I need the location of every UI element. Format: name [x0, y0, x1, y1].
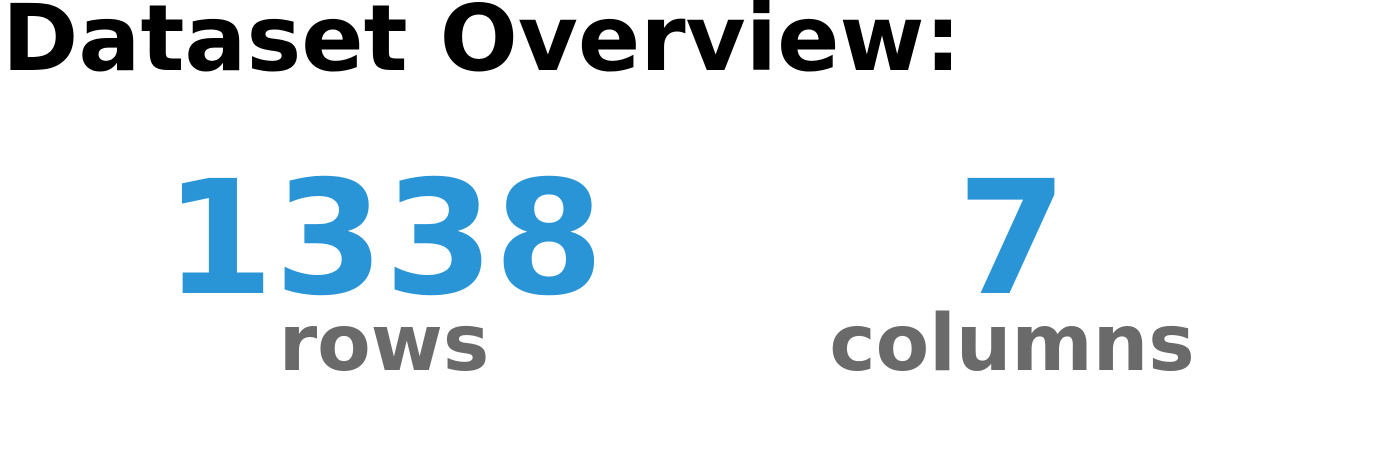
- columns-label: columns: [829, 299, 1195, 389]
- rows-count: 1338: [164, 147, 604, 331]
- rows-label: rows: [278, 299, 490, 389]
- columns-count: 7: [957, 147, 1067, 331]
- columns-stat: 7 columns: [712, 0, 1312, 453]
- rows-stat: 1338 rows: [84, 0, 684, 453]
- page-title: Dataset Overview:: [2, 0, 962, 92]
